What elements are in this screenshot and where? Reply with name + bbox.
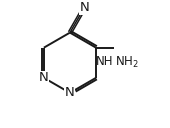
Text: N: N <box>79 1 89 14</box>
Text: N: N <box>65 86 75 99</box>
Text: N: N <box>39 71 49 84</box>
Text: NH: NH <box>96 55 114 68</box>
Text: NH$_2$: NH$_2$ <box>115 55 139 70</box>
